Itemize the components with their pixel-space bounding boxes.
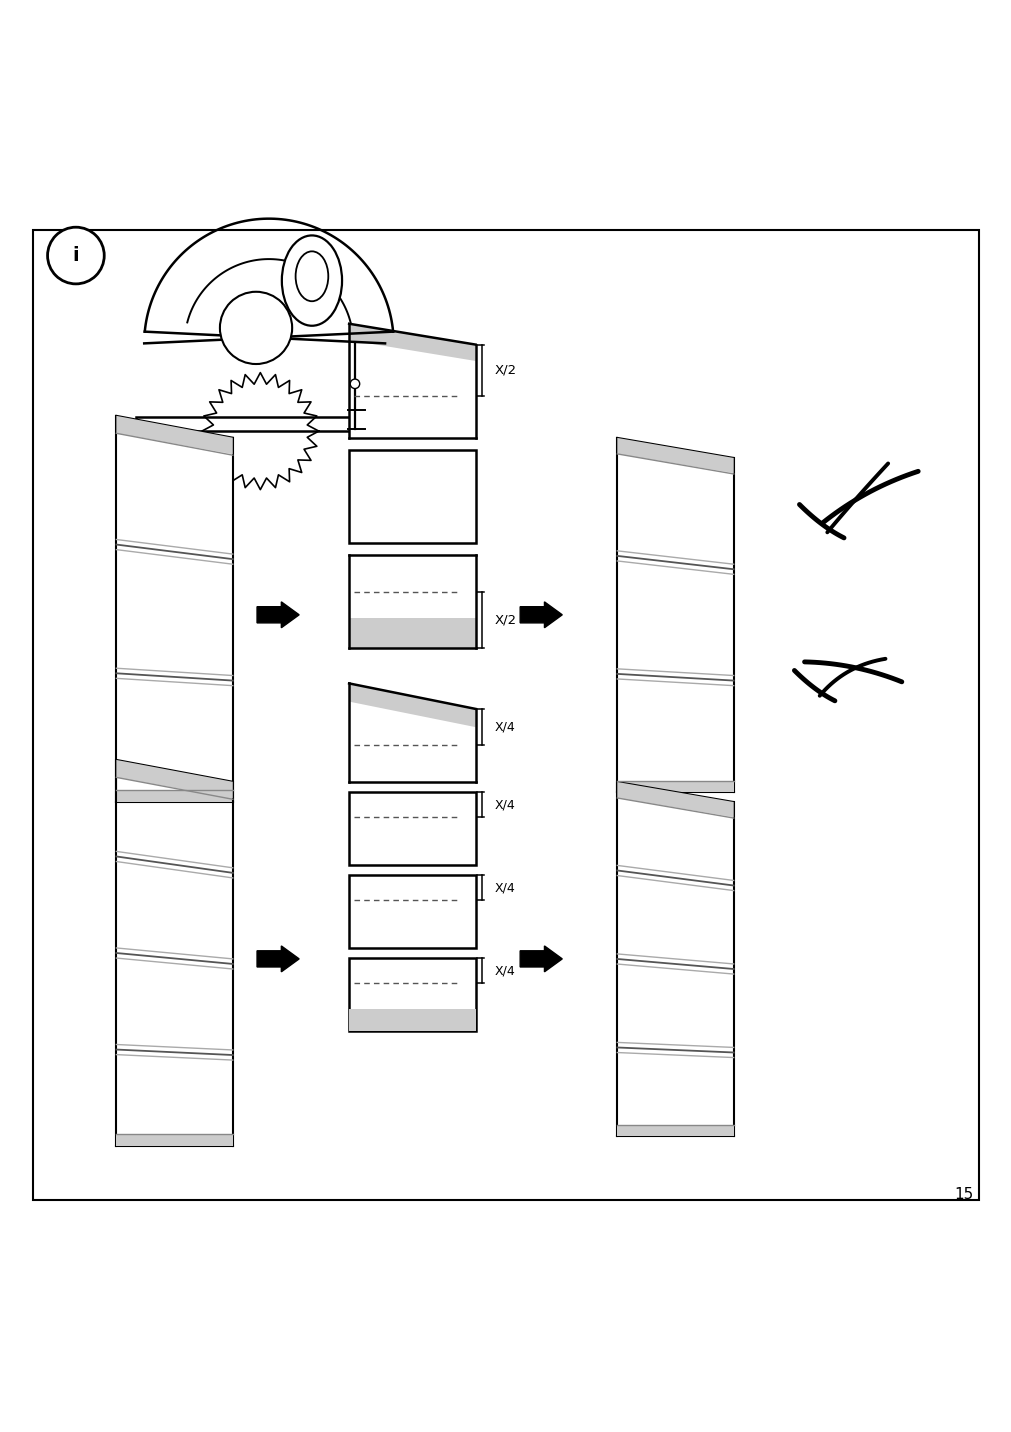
Polygon shape <box>349 619 475 649</box>
Polygon shape <box>617 782 733 818</box>
Polygon shape <box>349 683 475 782</box>
Polygon shape <box>201 372 318 490</box>
Polygon shape <box>617 438 733 473</box>
Circle shape <box>350 379 359 388</box>
Text: 15: 15 <box>953 1187 974 1203</box>
Polygon shape <box>116 760 233 1146</box>
Bar <box>135 417 410 431</box>
Polygon shape <box>349 1010 475 1031</box>
Text: X/4: X/4 <box>494 798 516 811</box>
Text: X/4: X/4 <box>494 964 516 977</box>
Polygon shape <box>116 1134 233 1146</box>
FancyArrow shape <box>257 947 299 972</box>
FancyArrow shape <box>257 601 299 627</box>
Polygon shape <box>617 780 733 792</box>
Text: X/2: X/2 <box>494 364 517 377</box>
Text: X/4: X/4 <box>494 881 516 894</box>
Polygon shape <box>349 619 475 649</box>
Text: X/4: X/4 <box>494 720 516 733</box>
Text: i: i <box>73 246 79 265</box>
Polygon shape <box>116 415 233 454</box>
FancyArrow shape <box>520 947 562 972</box>
Polygon shape <box>349 556 475 649</box>
Bar <box>349 792 475 865</box>
Polygon shape <box>116 415 233 802</box>
FancyArrow shape <box>520 601 562 627</box>
Polygon shape <box>116 760 233 798</box>
Circle shape <box>48 228 104 284</box>
Polygon shape <box>116 790 233 802</box>
Polygon shape <box>617 782 733 1136</box>
Text: X/2: X/2 <box>494 614 517 627</box>
Polygon shape <box>349 324 475 438</box>
Polygon shape <box>349 324 475 361</box>
Ellipse shape <box>281 235 342 325</box>
Polygon shape <box>617 1124 733 1136</box>
Bar <box>349 875 475 948</box>
Ellipse shape <box>295 252 328 301</box>
Polygon shape <box>617 438 733 792</box>
Bar <box>349 450 475 543</box>
Bar <box>349 958 475 1031</box>
Circle shape <box>219 292 292 364</box>
Polygon shape <box>349 683 475 727</box>
